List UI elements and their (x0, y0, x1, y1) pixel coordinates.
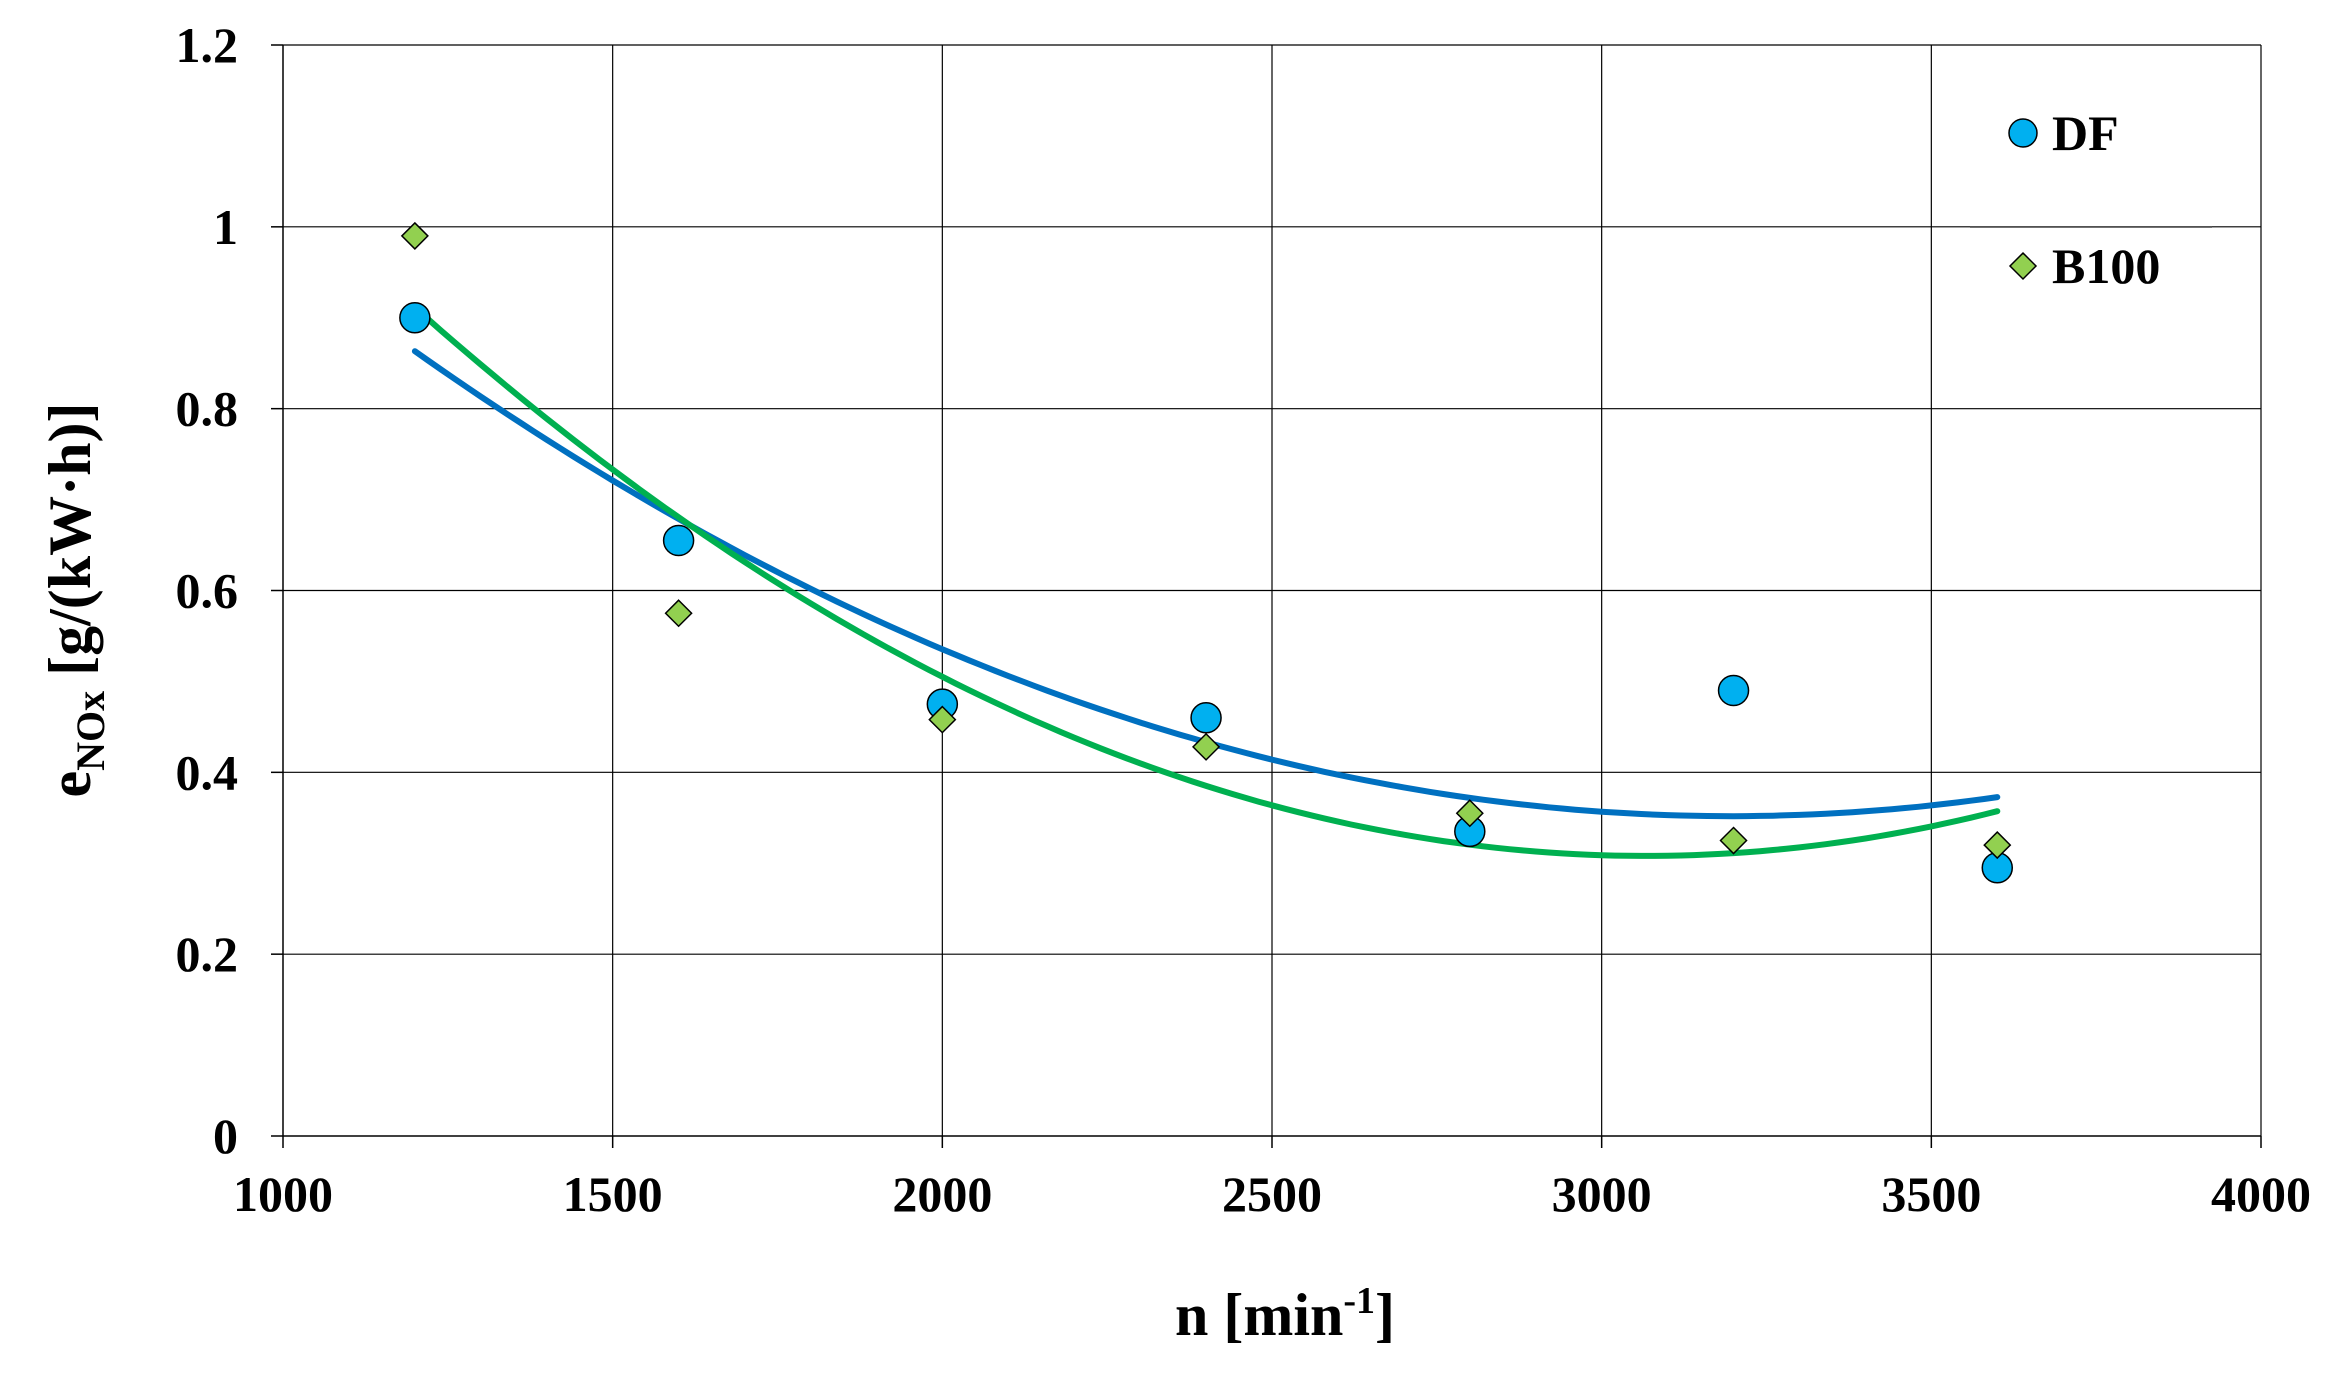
x-tick-label: 1500 (563, 1166, 663, 1222)
data-point-df (662, 524, 695, 557)
data-point-b100 (1983, 831, 2012, 860)
y-tick-label: 0.8 (176, 381, 239, 437)
y-axis-title: eNOx [g/(kW·h)] (37, 403, 113, 798)
x-tick-label: 3500 (1881, 1166, 1981, 1222)
data-point-df (1717, 674, 1750, 707)
data-point-b100 (1719, 826, 1748, 855)
data-points (399, 221, 2014, 884)
data-point-df (1190, 702, 1222, 734)
x-axis-title: n [min-1] (1175, 1280, 1395, 1348)
x-tick-label: 3000 (1552, 1166, 1652, 1222)
data-point-b100 (400, 221, 429, 250)
y-tick-label: 0 (213, 1108, 238, 1164)
legend-label-b100: B100 (2052, 238, 2160, 294)
y-tick-label: 1 (213, 199, 238, 255)
data-point-b100 (664, 599, 693, 628)
y-tick-label: 0.4 (176, 744, 239, 800)
data-point-b100 (928, 705, 957, 734)
y-tick-label: 1.2 (176, 17, 239, 73)
y-tick-label: 0.2 (176, 926, 239, 982)
trendlines (411, 304, 2001, 859)
x-tick-label: 1000 (233, 1166, 333, 1222)
legend-marker-b100 (2008, 251, 2038, 281)
data-point-df (399, 302, 431, 334)
x-tick-label: 4000 (2211, 1166, 2311, 1222)
trendline-b100 (411, 304, 2001, 859)
legend-marker-df (2008, 118, 2038, 148)
y-tick-label: 0.6 (176, 563, 239, 619)
legend-label-df: DF (2052, 105, 2119, 161)
tick-labels: 1000 1500 2000 2500 3000 3500 4000 0 0.2 0.4 0.6 0.… (176, 17, 2312, 1222)
data-point-b100 (1192, 732, 1221, 761)
grid (283, 44, 2262, 1136)
axes (271, 44, 2262, 1148)
legend: DF B100 (1970, 105, 2212, 294)
x-tick-label: 2500 (1222, 1166, 1322, 1222)
data-point-b100 (1455, 799, 1484, 828)
x-tick-label: 2000 (892, 1166, 992, 1222)
